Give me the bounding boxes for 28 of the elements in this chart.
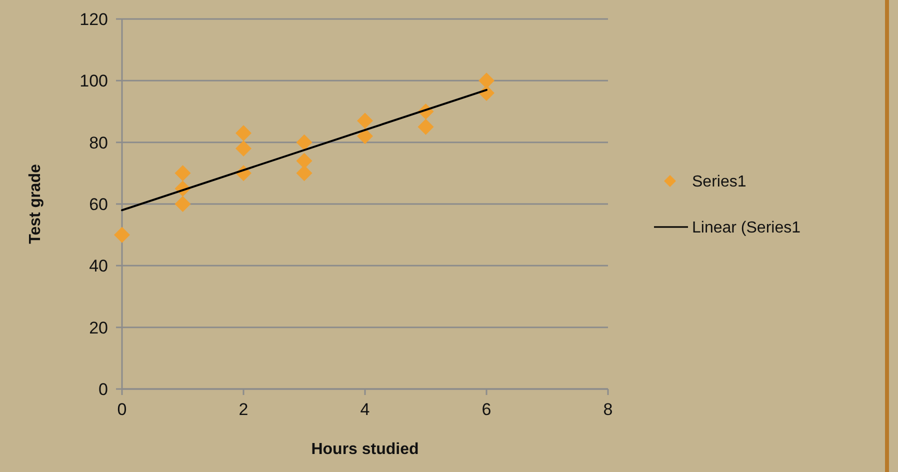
x-tick-label: 2 [238, 400, 248, 419]
legend-label: Series1 [692, 174, 746, 191]
point [478, 72, 494, 89]
x-tick-label: 4 [360, 400, 370, 419]
point [357, 112, 373, 129]
point [174, 165, 191, 182]
point [357, 128, 373, 144]
point [236, 140, 252, 156]
point [174, 196, 191, 212]
x-tick-label: 0 [117, 400, 127, 419]
point [236, 125, 252, 142]
y-tick-label: 80 [89, 133, 108, 152]
y-tick-label: 60 [89, 194, 108, 214]
y-axis-title: Test grade [27, 164, 44, 244]
y-tick-label: 0 [98, 380, 108, 399]
legend-label: Linear (Series1 [692, 220, 801, 237]
y-tick-label: 40 [89, 256, 108, 276]
y-tick-label: 120 [80, 10, 108, 29]
point [418, 118, 434, 135]
y-tick-label: 100 [80, 72, 108, 91]
point [296, 134, 312, 150]
x-axis-title: Hours studied [311, 441, 419, 458]
point [296, 152, 312, 169]
y-tick-label: 20 [89, 318, 108, 338]
x-tick-label: 8 [603, 400, 613, 419]
point [296, 165, 312, 182]
x-tick-label: 6 [482, 400, 492, 419]
point [114, 226, 130, 243]
